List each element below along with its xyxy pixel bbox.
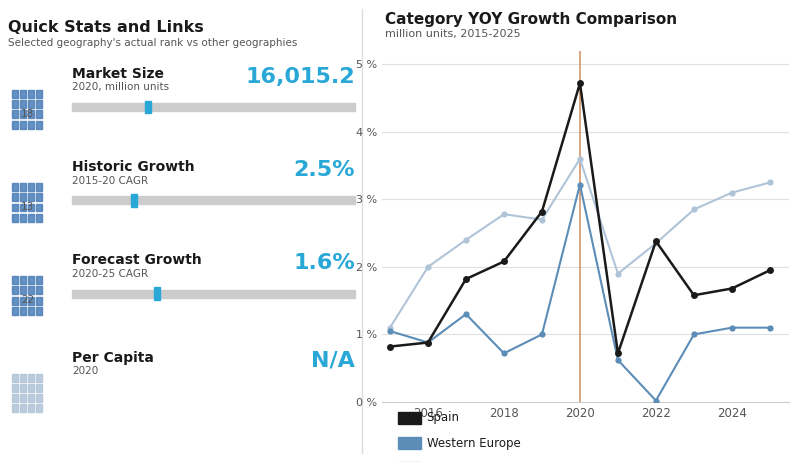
Bar: [11, 121, 18, 128]
Bar: [36, 90, 43, 98]
Text: Historic Growth: Historic Growth: [72, 160, 195, 174]
Bar: [28, 286, 35, 294]
Text: 18: 18: [21, 109, 34, 119]
Bar: [36, 203, 43, 212]
Bar: [36, 183, 43, 191]
Bar: [36, 193, 43, 201]
Bar: [36, 404, 43, 413]
Bar: [11, 297, 18, 304]
Bar: [28, 203, 35, 212]
Bar: [28, 276, 35, 284]
Bar: [146, 101, 151, 114]
Bar: [36, 214, 43, 222]
Bar: [28, 90, 35, 98]
Text: 2020: 2020: [72, 366, 98, 376]
Bar: [20, 394, 26, 402]
Bar: [11, 374, 18, 382]
Bar: [72, 196, 355, 204]
Bar: [154, 287, 159, 300]
Text: 2020-25 CAGR: 2020-25 CAGR: [72, 269, 148, 279]
Bar: [28, 307, 35, 315]
Bar: [36, 307, 43, 315]
Bar: [20, 203, 26, 212]
Bar: [36, 297, 43, 304]
Bar: [28, 193, 35, 201]
Text: 22: 22: [21, 295, 34, 305]
Bar: [36, 394, 43, 402]
Text: Per Capita: Per Capita: [72, 351, 154, 365]
Bar: [20, 276, 26, 284]
Bar: [20, 297, 26, 304]
Bar: [11, 404, 18, 413]
Bar: [11, 276, 18, 284]
Text: 1.6%: 1.6%: [293, 253, 355, 273]
Bar: [28, 183, 35, 191]
Bar: [11, 307, 18, 315]
Bar: [36, 374, 43, 382]
Text: 2020, million units: 2020, million units: [72, 82, 169, 92]
Bar: [11, 203, 18, 212]
Text: Quick Stats and Links: Quick Stats and Links: [8, 20, 204, 35]
Bar: [11, 394, 18, 402]
Bar: [20, 286, 26, 294]
Bar: [28, 384, 35, 392]
Bar: [28, 297, 35, 304]
Bar: [28, 110, 35, 118]
Bar: [131, 194, 137, 207]
Bar: [20, 404, 26, 413]
Text: Forecast Growth: Forecast Growth: [72, 253, 201, 267]
Text: Market Size: Market Size: [72, 67, 163, 81]
Text: Selected geography's actual rank vs other geographies: Selected geography's actual rank vs othe…: [8, 38, 297, 48]
Bar: [72, 290, 355, 298]
Bar: [11, 183, 18, 191]
Bar: [72, 103, 355, 111]
Text: million units, 2015-2025: million units, 2015-2025: [385, 29, 520, 39]
Bar: [20, 183, 26, 191]
Text: Category YOY Growth Comparison: Category YOY Growth Comparison: [385, 12, 677, 26]
Bar: [20, 214, 26, 222]
Bar: [36, 100, 43, 108]
Bar: [20, 374, 26, 382]
Text: Spain: Spain: [427, 411, 460, 424]
Bar: [36, 121, 43, 128]
Text: 16,015.2: 16,015.2: [246, 67, 355, 87]
Bar: [20, 90, 26, 98]
Bar: [11, 286, 18, 294]
Bar: [28, 214, 35, 222]
Bar: [20, 100, 26, 108]
Bar: [28, 404, 35, 413]
Bar: [11, 90, 18, 98]
Bar: [20, 384, 26, 392]
Bar: [36, 110, 43, 118]
Bar: [20, 110, 26, 118]
Bar: [28, 100, 35, 108]
Bar: [11, 110, 18, 118]
Bar: [28, 394, 35, 402]
Bar: [11, 100, 18, 108]
Text: 13: 13: [21, 202, 34, 212]
Text: Western Europe: Western Europe: [427, 437, 520, 450]
Bar: [36, 384, 43, 392]
Text: 2015-20 CAGR: 2015-20 CAGR: [72, 176, 148, 186]
Bar: [28, 374, 35, 382]
Bar: [36, 286, 43, 294]
Bar: [20, 307, 26, 315]
Text: N/A: N/A: [312, 351, 355, 371]
Bar: [28, 121, 35, 128]
Text: 2.5%: 2.5%: [294, 160, 355, 180]
Bar: [11, 214, 18, 222]
Bar: [11, 193, 18, 201]
Bar: [20, 121, 26, 128]
Bar: [11, 384, 18, 392]
Bar: [20, 193, 26, 201]
Bar: [36, 276, 43, 284]
